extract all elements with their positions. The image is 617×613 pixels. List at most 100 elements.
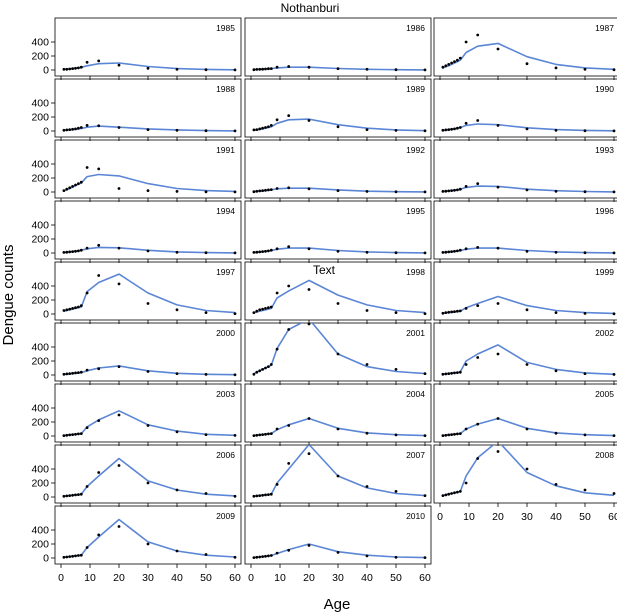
observed-point [261, 433, 264, 436]
y-tick-label: 200 [31, 539, 49, 551]
observed-point [365, 67, 369, 71]
y-tick-label: 0 [43, 65, 49, 77]
observed-point [146, 302, 150, 305]
observed-point [456, 371, 459, 374]
observed-point [441, 434, 445, 437]
observed-point [496, 450, 500, 453]
chart-title: Nothanburi [281, 1, 340, 15]
observed-point [394, 433, 398, 437]
observed-point [77, 249, 80, 253]
observed-point [456, 249, 459, 253]
panel-1998: 1998 [244, 261, 432, 324]
observed-point [261, 250, 264, 254]
observed-point [525, 127, 529, 131]
observed-point [365, 485, 369, 488]
observed-point [85, 291, 89, 295]
fitted-line-2005 [442, 417, 615, 437]
observed-point [233, 555, 237, 559]
observed-point [252, 556, 256, 559]
observed-point [394, 555, 398, 559]
fitted-line-1996 [442, 247, 615, 254]
observed-point [255, 128, 259, 132]
observed-point [525, 249, 529, 253]
observed-point [336, 67, 340, 70]
observed-point [444, 372, 448, 376]
observed-point [233, 494, 237, 498]
y-tick-label: 200 [31, 356, 49, 368]
panel-2007: 2007 [244, 444, 432, 507]
observed-point [204, 251, 208, 255]
observed-point [336, 249, 340, 253]
observed-point [476, 422, 480, 426]
panel-frame [54, 383, 242, 443]
observed-point [62, 251, 66, 254]
observed-point [554, 128, 558, 132]
observed-point [307, 544, 311, 547]
x-tick-label: 40 [550, 511, 562, 523]
panel-1991: 1991 0 200 400 [31, 139, 242, 202]
observed-point [146, 370, 150, 373]
x-tick-label: 50 [390, 572, 402, 584]
fitted-line-1987 [442, 42, 615, 71]
observed-point [464, 40, 468, 44]
observed-point [65, 494, 69, 498]
observed-point [252, 190, 256, 194]
observed-point [233, 373, 237, 377]
panel-year-label: 2005 [595, 389, 614, 399]
observed-point [255, 189, 259, 193]
observed-point [71, 554, 74, 558]
observed-point [336, 302, 340, 305]
panel-2001: 2001 [244, 322, 432, 385]
observed-point [261, 307, 264, 311]
observed-point [612, 251, 616, 255]
x-tick-label: 0 [437, 511, 443, 523]
y-axis-title: Dengue counts [0, 245, 17, 346]
observed-point [79, 304, 83, 307]
observed-point [97, 533, 101, 537]
observed-point [447, 492, 451, 496]
panel-2002: 2002 [433, 322, 617, 385]
fitted-line-2000 [63, 365, 236, 376]
observed-point [255, 68, 259, 71]
panel-1996: 1996 [433, 200, 617, 263]
observed-point [68, 67, 72, 71]
observed-point [74, 306, 77, 310]
x-tick-label: 60 [419, 572, 431, 584]
observed-point [264, 249, 267, 253]
observed-point [97, 59, 101, 63]
observed-point [97, 367, 101, 371]
observed-point [204, 129, 208, 133]
fitted-line-2003 [63, 409, 236, 437]
x-tick-label: 0 [58, 572, 64, 584]
observed-point [258, 308, 262, 312]
panel-1986: 1986 [244, 17, 432, 80]
observed-point [464, 121, 468, 125]
observed-point [336, 352, 340, 356]
observed-point [267, 493, 270, 496]
observed-point [65, 555, 69, 559]
observed-point [583, 190, 587, 194]
observed-point [612, 129, 616, 133]
observed-point [65, 128, 69, 132]
observed-point [583, 372, 587, 375]
panel-1993: 1993 [433, 139, 617, 202]
observed-point [554, 66, 558, 70]
y-tick-label: 0 [43, 187, 49, 199]
x-tick-label: 30 [142, 572, 154, 584]
observed-point [458, 56, 462, 60]
observed-point [441, 494, 445, 497]
observed-point [77, 432, 80, 436]
observed-point [79, 553, 83, 557]
observed-point [258, 555, 262, 559]
observed-point [267, 67, 270, 71]
observed-point [71, 250, 74, 254]
observed-point [287, 245, 291, 249]
fitted-line-2009 [63, 518, 236, 559]
panel-2006: 2006 0 200 400 [31, 444, 242, 507]
observed-point [146, 249, 150, 253]
observed-point [307, 417, 311, 420]
observed-point [258, 433, 262, 437]
y-tick-label: 200 [31, 173, 49, 185]
panel-2005: 2005 [433, 383, 617, 446]
